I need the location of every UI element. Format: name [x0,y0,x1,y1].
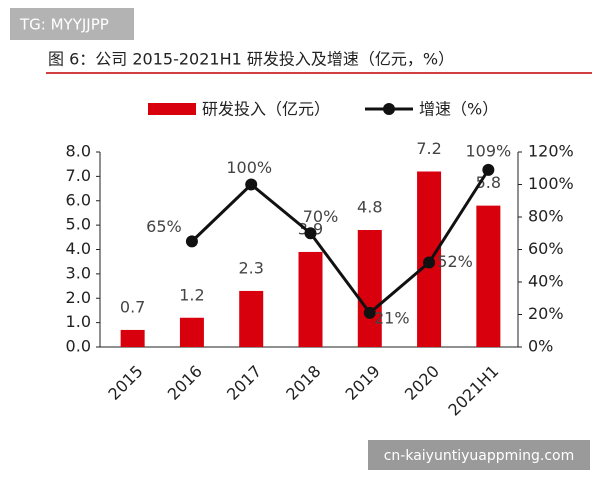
x-tick-label: 2016 [164,362,206,404]
legend-label: 增速（%） [419,100,498,119]
bar [357,230,382,347]
y-tick-label: 4.0 [66,239,91,258]
footer-box [368,440,590,470]
line-marker [304,227,317,240]
y2-tick-label: 60% [528,239,564,258]
x-tick-label: 2015 [104,362,146,404]
y2-tick-label: 120% [528,142,574,161]
y2-tick-label: 100% [528,174,574,193]
line-marker [423,256,436,269]
bar [239,290,264,347]
y2-tick-label: 0% [528,337,553,356]
bar [179,317,204,347]
line-marker [363,306,376,319]
line-label: 100% [226,158,272,177]
y-tick-label: 3.0 [66,263,91,282]
x-tick-label: 2017 [223,362,265,404]
line-label: 65% [146,217,182,236]
y-tick-label: 8.0 [66,142,91,161]
bar-label: 1.2 [179,285,204,304]
y2-tick-label: 20% [528,304,564,323]
footer: cn-kaiyuntiyuappming.com [384,448,575,464]
x-tick-label: 2021H1 [444,362,502,420]
line-marker [185,235,198,248]
line-label: 70% [303,207,339,226]
x-tick-label: 2020 [401,362,443,404]
legend-label: 研发投入（亿元） [202,100,330,119]
y-tick-label: 7.0 [66,166,91,185]
line-marker [482,163,495,176]
bar-label: 7.2 [416,139,441,158]
bar [298,251,323,347]
line-label: 21% [374,308,410,327]
y2-tick-label: 40% [528,272,564,291]
x-tick-label: 2019 [342,362,384,404]
bar [120,329,145,347]
y-tick-label: 6.0 [66,190,91,209]
watermark-box [10,8,134,40]
chart-title: 图 6：公司 2015-2021H1 研发投入及增速（亿元，%） [48,50,454,69]
bar-label: 2.3 [238,258,263,277]
y2-tick-label: 80% [528,207,564,226]
x-tick-label: 2018 [282,362,324,404]
y-tick-label: 1.0 [66,312,91,331]
legend-swatch [148,103,196,115]
bar-label: 0.7 [120,297,145,316]
y-tick-label: 5.0 [66,215,91,234]
line [190,169,490,316]
line-label: 52% [437,252,473,271]
y-tick-label: 0.0 [66,337,91,356]
line-marker [245,178,258,191]
y-tick-label: 2.0 [66,288,91,307]
bar-label: 4.8 [357,198,382,217]
bar [476,205,501,347]
watermark: TG: MYYJJPP [19,16,109,34]
line-label: 109% [465,141,511,160]
legend-swatch [383,103,395,115]
